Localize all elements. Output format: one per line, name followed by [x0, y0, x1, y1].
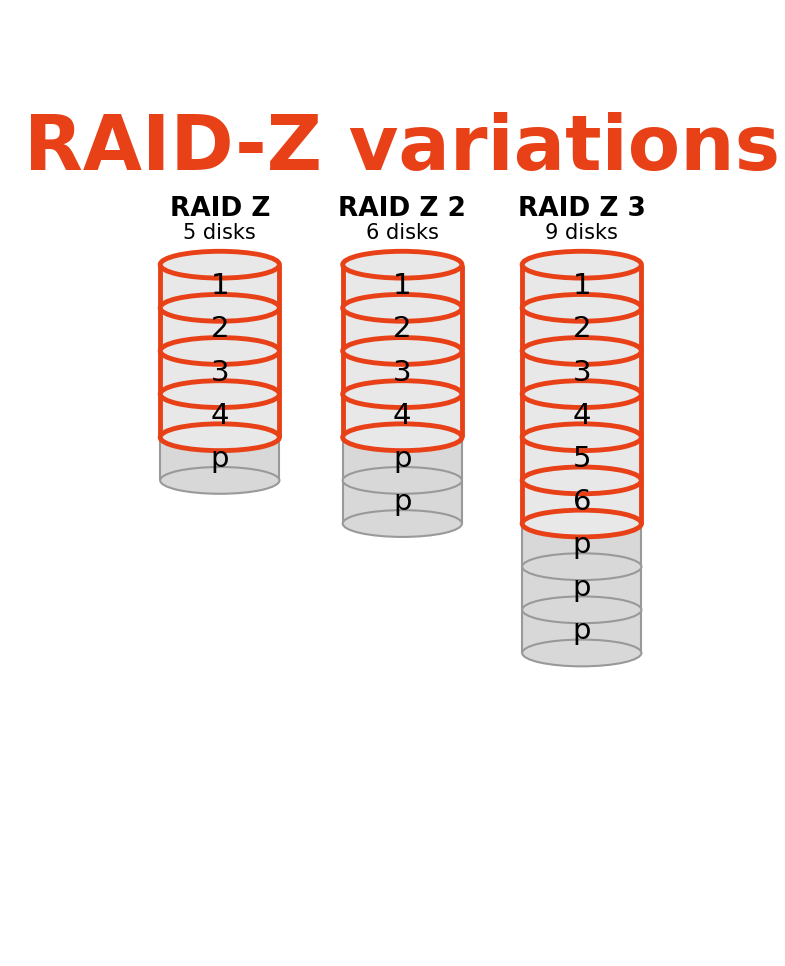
Bar	[522, 438, 641, 480]
Bar	[522, 265, 641, 308]
Bar	[522, 610, 641, 653]
Bar	[343, 394, 462, 438]
Bar	[160, 265, 279, 308]
Ellipse shape	[522, 596, 641, 623]
Ellipse shape	[343, 295, 462, 322]
Ellipse shape	[522, 639, 641, 667]
Ellipse shape	[522, 424, 641, 451]
Ellipse shape	[160, 337, 279, 364]
Text: 3: 3	[572, 358, 591, 386]
Ellipse shape	[160, 295, 279, 322]
Text: 1: 1	[393, 272, 411, 300]
Bar	[343, 438, 462, 480]
Ellipse shape	[522, 467, 641, 494]
Ellipse shape	[522, 510, 641, 537]
Bar	[160, 394, 279, 438]
Text: 6 disks: 6 disks	[366, 223, 439, 243]
Bar	[522, 567, 641, 610]
Ellipse shape	[160, 424, 279, 451]
Bar	[160, 308, 279, 351]
Text: RAID Z: RAID Z	[170, 196, 270, 222]
Text: 6: 6	[572, 488, 591, 516]
Bar	[522, 480, 641, 524]
Ellipse shape	[522, 295, 641, 322]
Ellipse shape	[343, 381, 462, 408]
Text: 1: 1	[572, 272, 591, 300]
Text: 2: 2	[210, 315, 229, 343]
Text: 2: 2	[572, 315, 591, 343]
Bar	[343, 308, 462, 351]
Bar	[522, 351, 641, 394]
Bar	[343, 351, 462, 394]
Ellipse shape	[343, 510, 462, 537]
Text: 4: 4	[572, 402, 591, 430]
Bar	[522, 394, 641, 438]
Text: RAID Z 3: RAID Z 3	[518, 196, 646, 222]
Text: 2: 2	[393, 315, 411, 343]
Bar	[343, 265, 462, 308]
Text: 5: 5	[572, 444, 591, 472]
Ellipse shape	[160, 381, 279, 408]
Text: p: p	[572, 531, 591, 559]
Text: 5 disks: 5 disks	[184, 223, 256, 243]
Text: 4: 4	[210, 402, 229, 430]
Text: RAID Z 2: RAID Z 2	[338, 196, 466, 222]
Ellipse shape	[343, 251, 462, 278]
Ellipse shape	[343, 467, 462, 494]
Text: p: p	[572, 574, 591, 602]
Text: p: p	[572, 617, 591, 645]
Ellipse shape	[522, 251, 641, 278]
Bar	[160, 351, 279, 394]
Text: RAID-Z variations: RAID-Z variations	[24, 112, 780, 186]
Ellipse shape	[522, 554, 641, 580]
Ellipse shape	[160, 251, 279, 278]
Ellipse shape	[160, 467, 279, 494]
Bar	[522, 308, 641, 351]
Text: 9 disks: 9 disks	[546, 223, 619, 243]
Bar	[343, 480, 462, 524]
Text: 4: 4	[393, 402, 411, 430]
Text: p: p	[393, 444, 411, 472]
Bar	[522, 524, 641, 567]
Text: p: p	[210, 444, 229, 472]
Ellipse shape	[343, 337, 462, 364]
Text: p: p	[393, 488, 411, 516]
Text: 1: 1	[210, 272, 229, 300]
Text: 3: 3	[393, 358, 411, 386]
Ellipse shape	[522, 381, 641, 408]
Bar	[160, 438, 279, 480]
Ellipse shape	[522, 337, 641, 364]
Text: 3: 3	[210, 358, 229, 386]
Ellipse shape	[343, 424, 462, 451]
